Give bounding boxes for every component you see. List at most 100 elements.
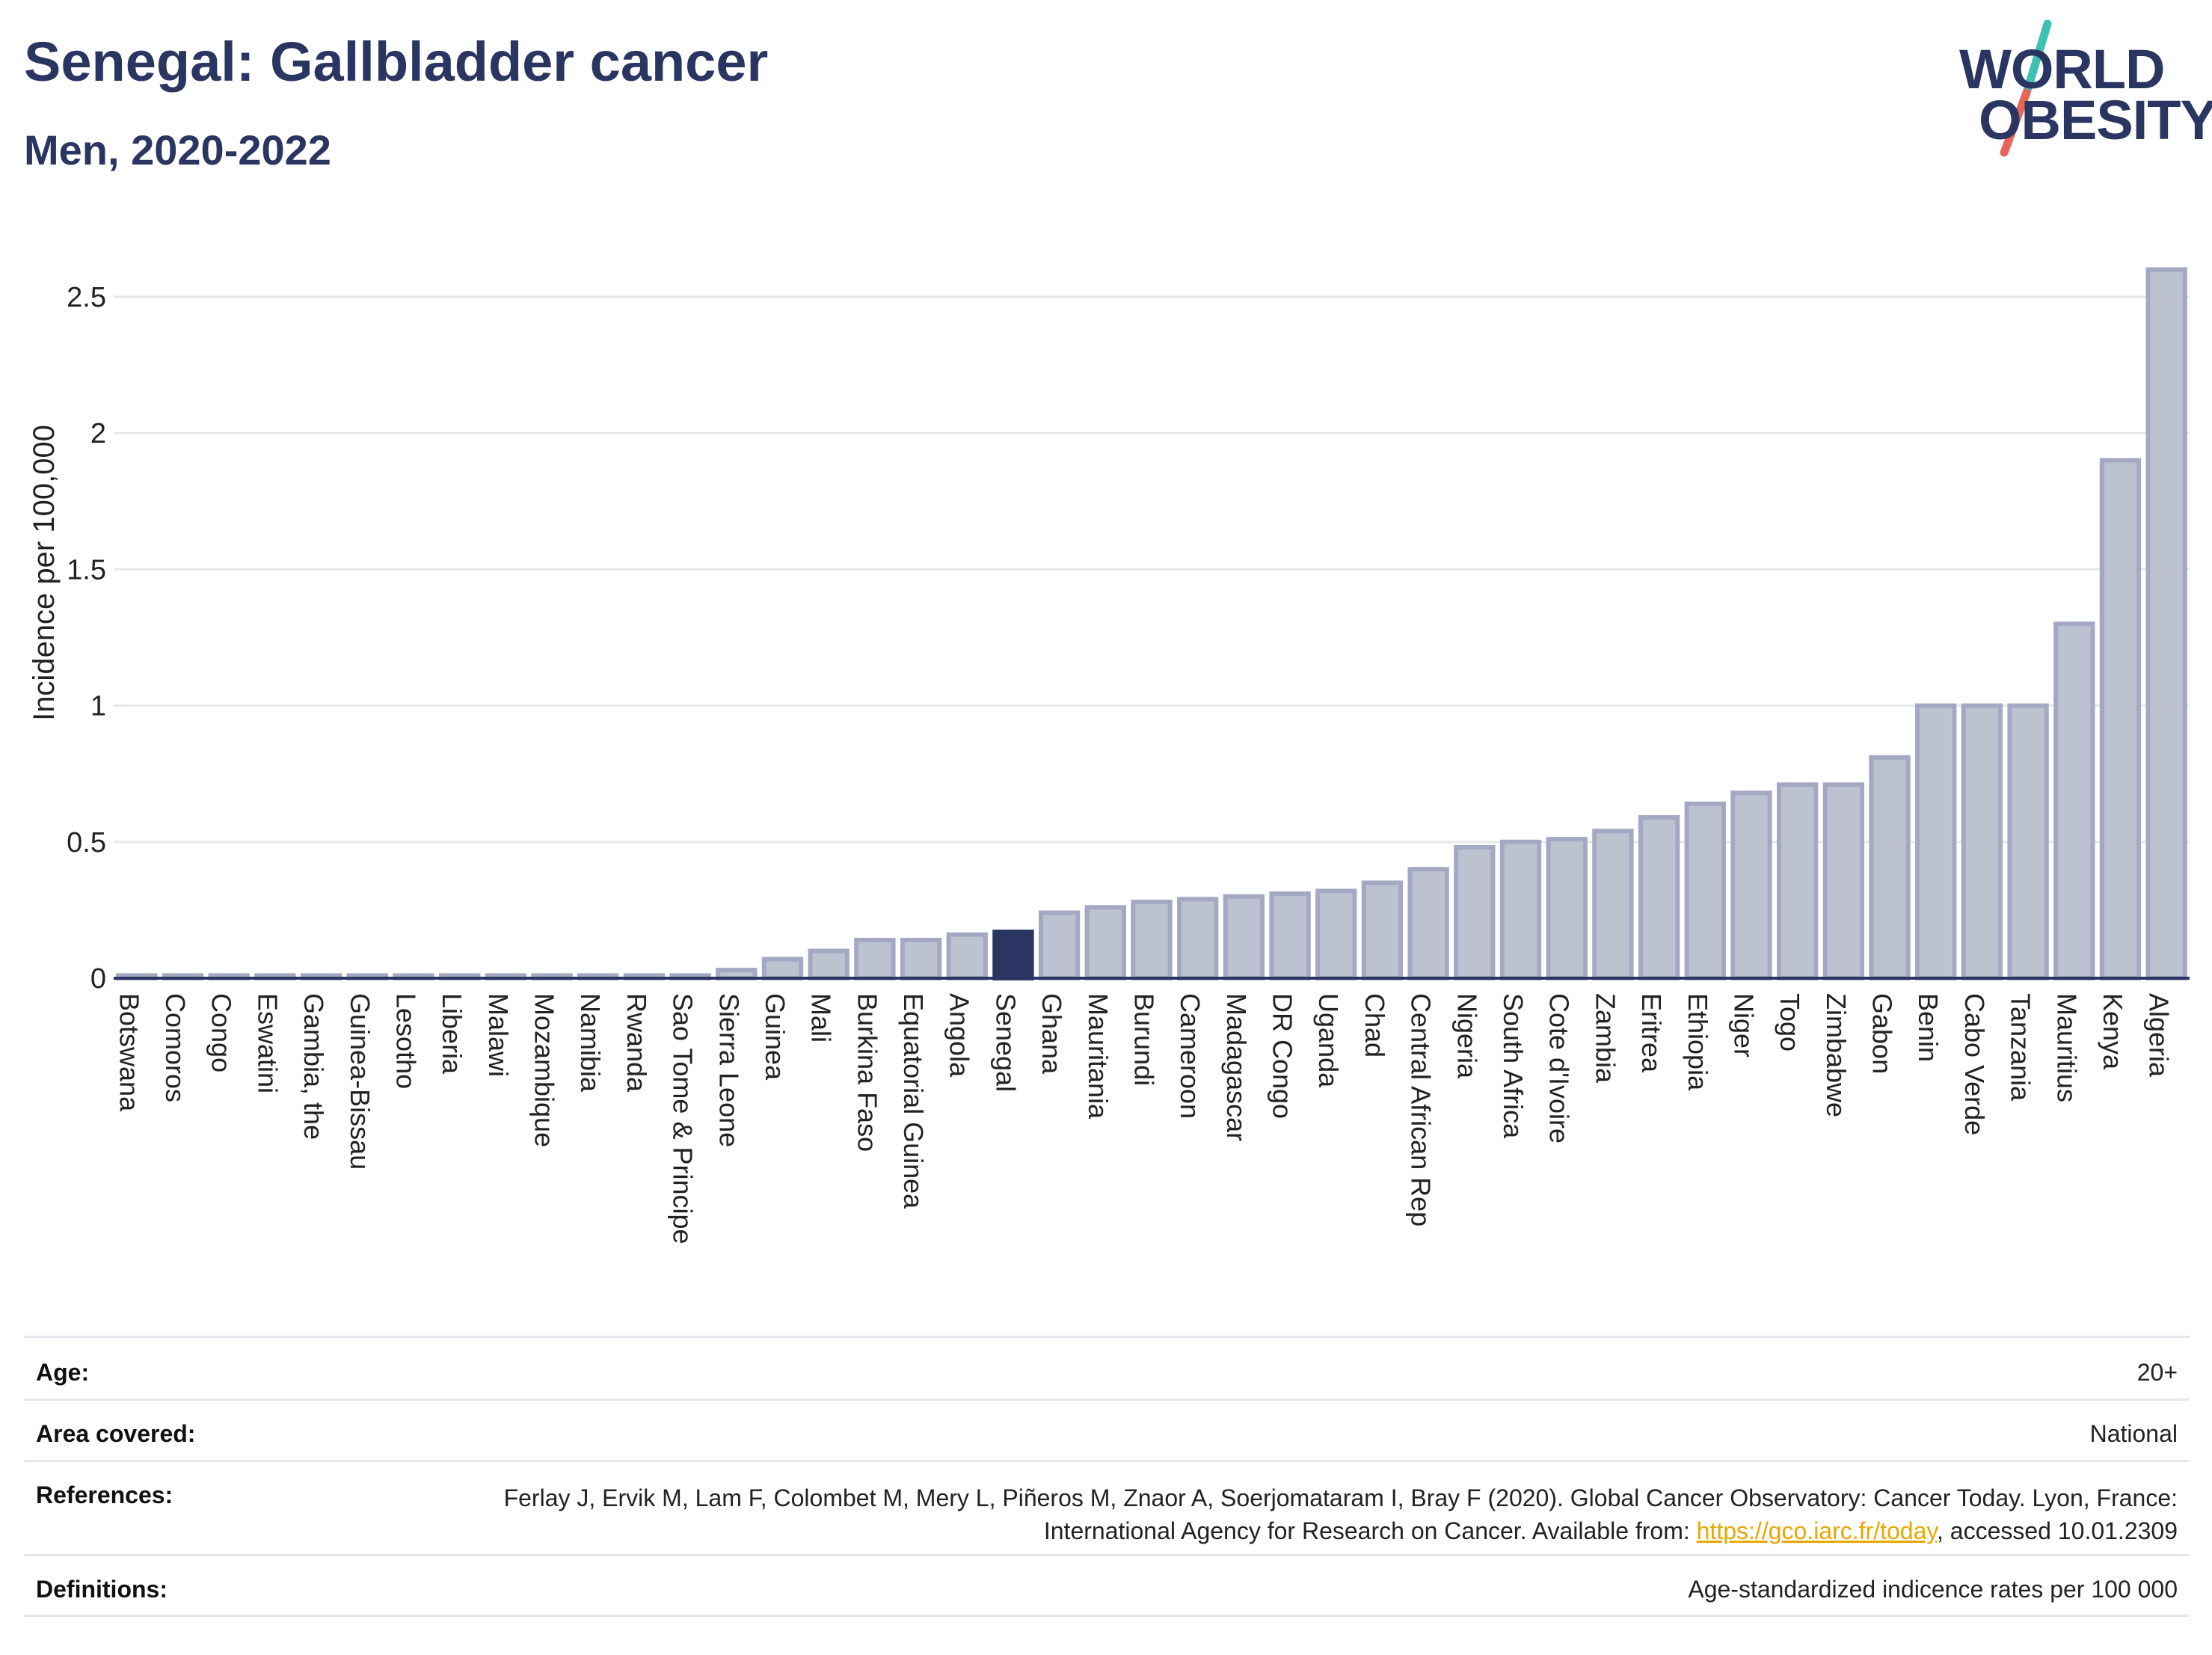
x-tick-label: Algeria	[2144, 993, 2175, 1078]
bar	[1684, 801, 1726, 980]
references-accessed: , accessed 10.01.2309	[1936, 1517, 2178, 1544]
bar	[1223, 894, 1265, 981]
chart-title: Senegal: Gallbladder cancer	[24, 31, 769, 93]
y-tick-labels: 0 0.5 1 1.5 2 2.5	[67, 282, 106, 995]
x-tick-label: Uganda	[1313, 993, 1344, 1088]
x-tick-label: Madagascar	[1221, 993, 1252, 1141]
references-text: Ferlay J, Ervik M, Lam F, Colombet M, Me…	[503, 1484, 2178, 1544]
x-tick-label: Ethiopia	[1683, 993, 1713, 1091]
bar	[1546, 837, 1588, 981]
definitions-label: Definitions:	[36, 1576, 168, 1603]
bar	[2145, 267, 2187, 980]
info-row-definitions: Definitions: Age-standardized indicence …	[24, 1554, 2190, 1617]
y-axis-title: Incidence per 100,000	[28, 425, 61, 721]
bar	[2053, 621, 2095, 980]
logo-slash-bottom	[2000, 88, 2031, 157]
x-tick-label: Eritrea	[1636, 993, 1667, 1073]
bar	[1131, 899, 1173, 981]
definitions-value: Age-standardized indicence rates per 100…	[1688, 1576, 2178, 1603]
logo-text-world: WORLD	[1959, 38, 2165, 100]
x-tick-label: Tanzania	[2006, 993, 2036, 1102]
x-tick-label: Equatorial Guinea	[898, 993, 929, 1209]
bar	[992, 930, 1034, 980]
x-tick-label: Mozambique	[529, 993, 560, 1147]
bar	[2007, 703, 2049, 980]
x-tick-label: Angola	[944, 993, 975, 1078]
area-value: National	[2089, 1420, 2178, 1447]
logo-slash-icon	[2000, 19, 2052, 157]
bar	[808, 948, 850, 980]
age-label: Age:	[36, 1359, 90, 1386]
x-tick-label: Cameroon	[1175, 993, 1205, 1119]
y-tick-label: 1	[90, 691, 106, 722]
bar	[1592, 829, 1634, 981]
x-tick-label: Namibia	[575, 993, 606, 1093]
x-tick-label: Guinea-Bissau	[345, 993, 375, 1170]
chart-subtitle: Men, 2020-2022	[24, 126, 331, 174]
x-tick-label: Malawi	[483, 993, 514, 1077]
x-tick-label: Cote d'Ivoire	[1544, 993, 1575, 1143]
y-tick-label: 0.5	[67, 827, 106, 859]
x-tick-label: South Africa	[1498, 993, 1529, 1139]
bar	[1638, 814, 1680, 980]
bar	[1315, 888, 1357, 981]
age-value: 20+	[2136, 1359, 2178, 1386]
x-tick-label: Zimbabwe	[1821, 993, 1852, 1117]
bar	[1822, 782, 1865, 980]
x-tick-label: Kenya	[2098, 993, 2128, 1070]
bar	[900, 937, 942, 981]
bar	[1454, 845, 1496, 980]
x-tick-label: Rwanda	[621, 993, 652, 1093]
x-tick-label: Cabo Verde	[1959, 993, 1990, 1135]
bar-chart: 0 0.5 1 1.5 2 2.5 Botswana Comoros Congo Eswatin…	[28, 267, 2190, 1244]
y-tick-label: 2.5	[67, 282, 106, 313]
x-tick-label: DR Congo	[1268, 993, 1298, 1119]
bar	[1038, 910, 1081, 980]
references-value: Ferlay J, Ervik M, Lam F, Colombet M, Me…	[473, 1481, 2190, 1547]
x-tick-label: Eswatini	[252, 993, 283, 1093]
x-tick-label: Chad	[1360, 993, 1390, 1057]
bar	[761, 957, 804, 981]
x-tick-label: Zambia	[1590, 993, 1620, 1084]
bar	[1869, 755, 1911, 980]
references-label: References:	[36, 1481, 173, 1508]
x-tick-label: Liberia	[437, 993, 467, 1075]
logo-slash-top	[2022, 19, 2052, 97]
x-tick-label: Congo	[206, 993, 237, 1072]
bar	[1269, 891, 1311, 980]
bar	[1915, 703, 1957, 980]
bar	[1961, 703, 2003, 980]
world-obesity-logo: WORLD OBESITY	[1952, 18, 2212, 160]
x-tick-label: Nigeria	[1451, 993, 1482, 1079]
x-tick-label: Benin	[1913, 993, 1944, 1062]
x-tick-label: Sierra Leone	[713, 993, 744, 1147]
x-tick-label: Mauritania	[1083, 993, 1113, 1120]
x-tick-label: Niger	[1728, 993, 1759, 1057]
x-tick-label: Botswana	[114, 993, 144, 1112]
bar	[1776, 782, 1819, 980]
x-tick-label: Guinea	[760, 993, 790, 1081]
bar	[1361, 880, 1404, 981]
x-tick-label: Burkina Faso	[852, 993, 882, 1152]
bar	[1177, 897, 1219, 980]
x-tick-label: Ghana	[1036, 993, 1067, 1075]
info-row-references: References: Ferlay J, Ervik M, Lam F, Co…	[24, 1460, 2190, 1554]
y-tick-label: 2	[90, 418, 106, 449]
info-row-area: Area covered: National	[24, 1398, 2190, 1460]
x-tick-label: Lesotho	[390, 993, 421, 1089]
references-link[interactable]: https://gco.iarc.fr/today	[1696, 1517, 1937, 1544]
x-tick-label: Burundi	[1128, 993, 1159, 1086]
info-table: Age: 20+ Area covered: National Referenc…	[24, 1336, 2190, 1617]
area-label: Area covered:	[36, 1420, 196, 1447]
x-tick-labels: Botswana Comoros Congo Eswatini Gambia, the G…	[114, 993, 2174, 1244]
bar	[1499, 839, 1542, 980]
x-tick-label: Mali	[806, 993, 837, 1043]
x-tick-label: Gabon	[1867, 993, 1898, 1074]
y-tick-label: 0	[90, 963, 106, 995]
x-tick-label: Comoros	[160, 993, 191, 1102]
x-tick-label: Gambia, the	[298, 993, 329, 1140]
bar	[1084, 905, 1126, 980]
bar	[854, 937, 896, 981]
x-tick-label: Togo	[1775, 993, 1805, 1051]
bars	[116, 267, 2187, 981]
